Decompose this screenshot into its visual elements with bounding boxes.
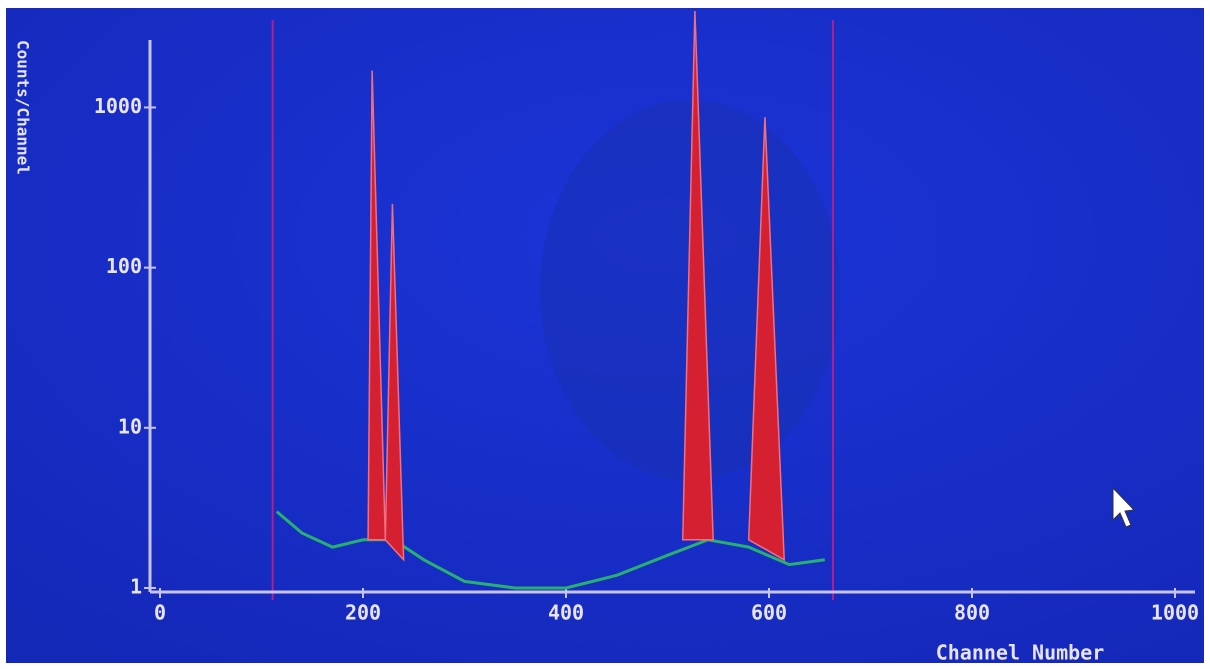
- peak: [747, 117, 786, 562]
- y-tick-label: 1000: [94, 94, 142, 118]
- y-tick-label: 1: [130, 575, 142, 599]
- y-tick-label: 10: [118, 414, 142, 438]
- x-tick-label: 0: [154, 601, 166, 625]
- x-tick-label: 200: [345, 601, 381, 625]
- x-tick-label: 600: [751, 601, 787, 625]
- x-tick-label: 800: [954, 601, 990, 625]
- peak: [367, 70, 387, 541]
- x-tick-label: 400: [548, 601, 584, 625]
- x-tick-label: 1000: [1151, 601, 1199, 625]
- peak: [681, 10, 714, 541]
- mouse-cursor: [1112, 486, 1136, 528]
- y-tick-label: 100: [106, 254, 142, 278]
- x-axis-label: Channel Number: [936, 641, 1105, 665]
- baseline-curve: [275, 510, 826, 590]
- peak: [384, 203, 405, 562]
- y-axis-label: Counts/Channel: [14, 40, 33, 175]
